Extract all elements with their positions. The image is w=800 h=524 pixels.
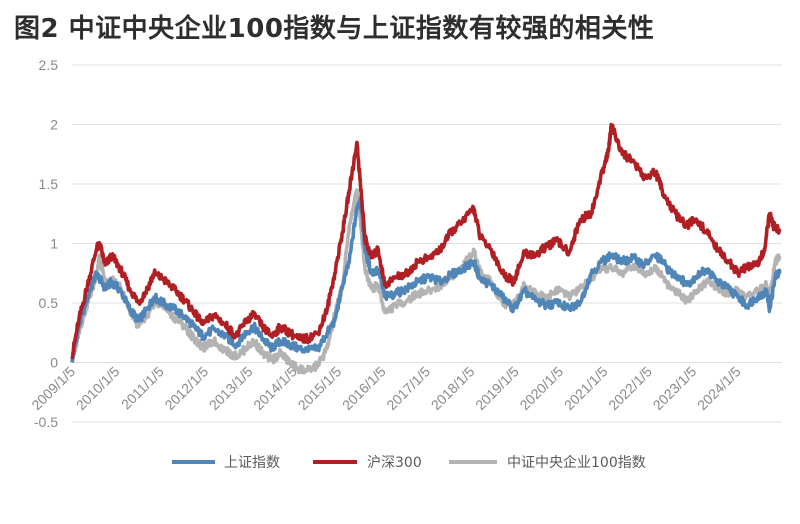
y-axis-ticks: -0.5 0 0.5 1 1.5 2 2.5	[34, 57, 58, 430]
x-axis-ticks: 2009/1/52010/1/52011/1/52012/1/52013/1/5…	[28, 363, 744, 413]
chart-title: 图2 中证中央企业100指数与上证指数有较强的相关性	[14, 14, 655, 44]
series-line-1	[70, 122, 782, 360]
x-tick-label: 2010/1/5	[73, 363, 123, 413]
x-tick-label: 2014/1/5	[250, 363, 300, 413]
x-tick-label: 2016/1/5	[339, 363, 389, 413]
x-tick-label: 2012/1/5	[161, 363, 211, 413]
x-tick-label: 2022/1/5	[605, 363, 655, 413]
y-tick-label: 2.5	[39, 57, 59, 73]
y-tick-label: 1	[50, 236, 58, 252]
x-tick-label: 2017/1/5	[383, 363, 433, 413]
x-tick-label: 2019/1/5	[472, 363, 522, 413]
y-tick-label: 1.5	[39, 176, 59, 192]
legend-label: 上证指数	[224, 455, 280, 471]
series-lines	[70, 122, 782, 375]
x-tick-label: 2021/1/5	[561, 363, 611, 413]
legend-label: 沪深300	[367, 455, 422, 471]
y-tick-label: 0.5	[39, 295, 59, 311]
series-line-0	[70, 196, 782, 363]
y-tick-label: 2	[50, 117, 58, 133]
legend: 上证指数 沪深300 中证中央企业100指数	[172, 454, 646, 471]
y-tick-label: -0.5	[34, 414, 58, 430]
x-tick-label: 2011/1/5	[118, 363, 167, 412]
x-tick-label: 2018/1/5	[428, 363, 478, 413]
legend-label: 中证中央企业100指数	[507, 454, 646, 471]
x-tick-label: 2009/1/5	[28, 363, 78, 413]
grid-lines	[72, 64, 782, 423]
x-tick-label: 2013/1/5	[206, 363, 256, 413]
x-tick-label: 2020/1/5	[516, 363, 566, 413]
series-line-2	[70, 188, 782, 375]
y-tick-label: 0	[50, 355, 58, 371]
x-tick-label: 2024/1/5	[694, 363, 744, 413]
x-tick-label: 2023/1/5	[650, 363, 700, 413]
